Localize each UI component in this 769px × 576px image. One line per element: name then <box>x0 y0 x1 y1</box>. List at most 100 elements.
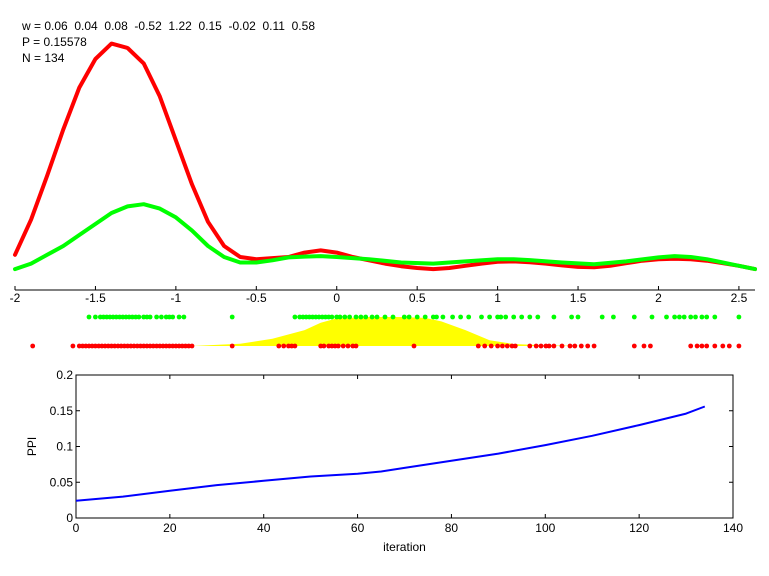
green-data-point <box>86 314 92 320</box>
bottom-y-tick-label: 0.2 <box>56 368 73 382</box>
red-data-point <box>512 343 518 349</box>
green-data-point <box>382 314 388 320</box>
green-data-point <box>498 314 504 320</box>
red-data-point <box>726 343 732 349</box>
red-data-point <box>292 343 298 349</box>
red-data-point <box>488 343 494 349</box>
top-x-tick-label: 1 <box>494 291 501 305</box>
bottom-y-tick-label: 0 <box>66 511 73 525</box>
green-data-point <box>154 314 160 320</box>
bottom-x-tick-label: 20 <box>163 521 177 535</box>
green-data-point <box>401 314 407 320</box>
top-x-tick-label: -1.5 <box>85 291 106 305</box>
red-data-point <box>546 343 552 349</box>
red-data-point <box>631 343 637 349</box>
green-data-point <box>672 314 677 320</box>
green-data-point <box>599 314 605 320</box>
green-data-point <box>347 314 352 320</box>
ppi-plot-frame <box>75 374 734 519</box>
green-data-point <box>611 314 616 320</box>
red-data-point <box>189 343 195 349</box>
green-data-point <box>649 314 655 320</box>
red-data-point <box>736 343 742 349</box>
bottom-y-tick-label: 0.05 <box>50 475 74 489</box>
green-data-point <box>176 314 182 320</box>
green-data-point <box>170 314 176 320</box>
green-data-point <box>458 314 463 320</box>
red-data-point <box>567 343 573 349</box>
green-data-point <box>390 314 396 320</box>
bottom-x-tick-label: 80 <box>445 521 459 535</box>
red-data-point <box>591 343 597 349</box>
bottom-x-tick-label: 140 <box>723 521 743 535</box>
green-data-point <box>136 314 142 320</box>
green-data-point <box>519 314 525 320</box>
probability-label: P = 0.15578 <box>22 35 87 49</box>
green-data-point <box>337 314 343 320</box>
weights-label: w = 0.06 0.04 0.08 -0.52 1.22 0.15 -0.02… <box>22 19 315 33</box>
red-data-point <box>533 343 539 349</box>
red-data-point <box>500 343 505 349</box>
top-x-tick-label: -1 <box>171 291 182 305</box>
top-x-tick-label: 2.5 <box>731 291 748 305</box>
top-x-tick-label: -2 <box>10 291 21 305</box>
bottom-x-tick-label: 120 <box>629 521 649 535</box>
red-data-point <box>150 343 156 349</box>
red-data-point <box>76 343 82 349</box>
green-data-point <box>440 314 446 320</box>
red-data-point <box>585 343 591 349</box>
red-data-point <box>167 343 172 349</box>
green-data-point <box>159 314 164 320</box>
green-data-point <box>450 314 455 320</box>
green-data-point <box>422 314 428 320</box>
red-data-point <box>335 343 341 349</box>
bottom-y-tick-label: 0.15 <box>50 404 74 418</box>
green-data-point <box>736 314 742 320</box>
red-data-point <box>699 343 705 349</box>
red-data-point <box>321 343 327 349</box>
bottom-x-tick-label: 40 <box>257 521 271 535</box>
red-data-point <box>70 343 76 349</box>
green-data-point <box>434 314 439 320</box>
red-data-point <box>578 343 584 349</box>
bottom-x-axis-label: iteration <box>383 540 426 554</box>
red-data-point <box>345 343 351 349</box>
green-data-point <box>167 314 172 320</box>
green-data-point <box>575 314 581 320</box>
ppi-series-line <box>75 405 706 502</box>
yellow-density-band <box>192 317 595 346</box>
red-data-point <box>641 343 647 349</box>
green-data-point <box>363 314 369 320</box>
red-data-point <box>704 343 710 349</box>
green-data-point <box>369 314 375 320</box>
green-data-point <box>406 314 412 320</box>
red-data-point <box>688 343 694 349</box>
red-data-point <box>495 343 500 349</box>
red-data-point <box>538 343 544 349</box>
top-x-tick-label: 0 <box>333 291 340 305</box>
green-data-point <box>535 314 541 320</box>
green-data-point <box>181 314 187 320</box>
top-x-tick-label: 0.5 <box>409 291 426 305</box>
bottom-y-tick-label: 0.1 <box>56 440 73 454</box>
green-data-point <box>297 314 303 320</box>
green-data-point <box>414 314 420 320</box>
green-data-point <box>693 314 698 320</box>
red-data-point <box>572 343 578 349</box>
green-data-point <box>334 314 340 320</box>
green-data-point <box>113 314 119 320</box>
red-data-point <box>281 343 287 349</box>
red-data-point <box>131 343 137 349</box>
top-x-tick-label: 2 <box>655 291 662 305</box>
red-data-point <box>559 343 565 349</box>
green-data-point <box>681 314 687 320</box>
red-data-point <box>276 343 282 349</box>
green-data-point <box>712 314 718 320</box>
green-density-curve <box>13 202 757 272</box>
green-data-point <box>466 314 472 320</box>
green-data-point <box>699 314 705 320</box>
red-data-point <box>411 343 417 349</box>
green-data-point <box>527 314 533 320</box>
red-data-point <box>340 343 346 349</box>
